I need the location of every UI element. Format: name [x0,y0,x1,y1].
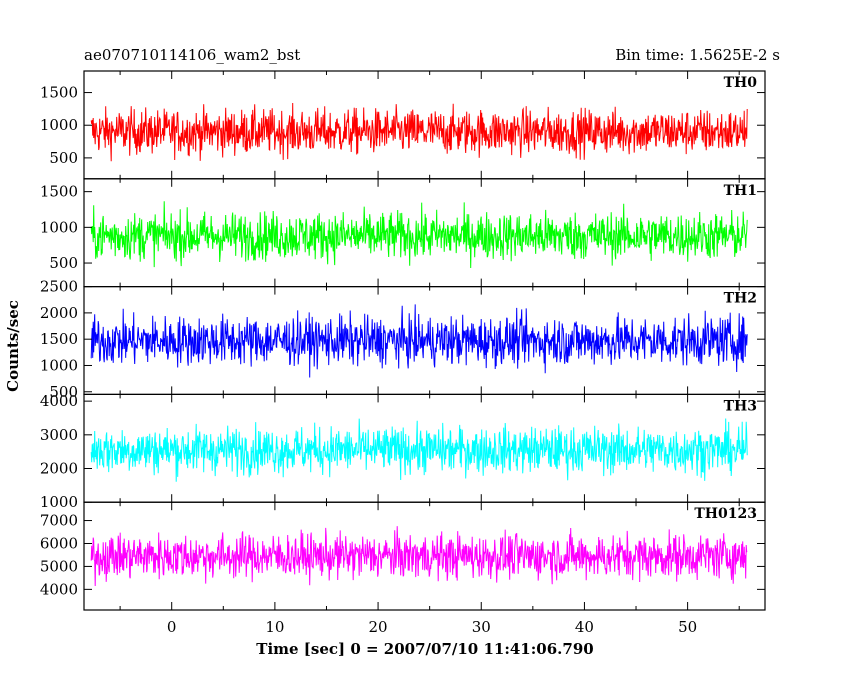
y-tick-label: 1000 [40,356,78,374]
y-tick-label: 1000 [40,493,78,511]
y-tick-label: 6000 [40,534,78,552]
series-line-th1 [90,201,748,269]
y-tick-label: 2500 [40,278,78,296]
panel-th2: 500 1000 1500 2000 2500 TH2 [40,278,766,401]
y-axis-title: Counts/sec [4,300,22,392]
series-line-th0 [90,102,748,162]
y-tick-label: 1000 [40,116,78,134]
y-tick-label: 7000 [40,512,78,530]
series-label-th2: TH2 [724,291,757,307]
panel-frame [83,501,766,611]
series-label-th0123: TH0123 [694,506,757,522]
series-line-th2 [90,304,748,378]
y-tick-label: 4000 [40,580,78,598]
series-label-th0: TH0 [724,75,758,91]
series-line-th0123 [90,526,748,587]
y-tick-label: 5000 [40,557,78,575]
y-tick-label: 2000 [40,304,78,322]
y-tick-label: 500 [49,383,78,401]
x-axis-title: Time [sec] 0 = 2007/07/10 11:41:06.790 [256,640,593,658]
x-tick-label: 10 [265,618,284,636]
y-tick-label: 1500 [40,330,78,348]
y-tick-label: 1500 [40,84,78,102]
y-tick-label: 1000 [40,218,78,236]
x-tick-label: 40 [575,618,594,636]
y-tick-label: 500 [49,254,78,272]
panel-th3: 1000 2000 3000 4000 TH3 [40,392,766,511]
x-tick-label: 20 [369,618,388,636]
series-line-th3 [90,418,748,482]
panel-th1: 500 1000 1500 TH1 [40,178,766,288]
x-tick-label: 50 [678,618,697,636]
x-tick-label: 0 [167,618,177,636]
y-tick-label: 3000 [40,426,78,444]
y-tick-label: 500 [49,149,78,167]
x-tick-label: 30 [472,618,491,636]
chart-subtitle: Bin time: 1.5625E-2 s [615,46,780,64]
series-label-th3: TH3 [724,398,757,414]
chart-title: ae070710114106_wam2_bst [84,46,300,64]
y-tick-label: 4000 [40,392,78,410]
y-tick-label: 1500 [40,183,78,201]
y-tick-label: 2000 [40,460,78,478]
panel-th0123: 4000 5000 6000 7000 TH0123 [40,501,766,611]
series-label-th1: TH1 [724,183,757,199]
